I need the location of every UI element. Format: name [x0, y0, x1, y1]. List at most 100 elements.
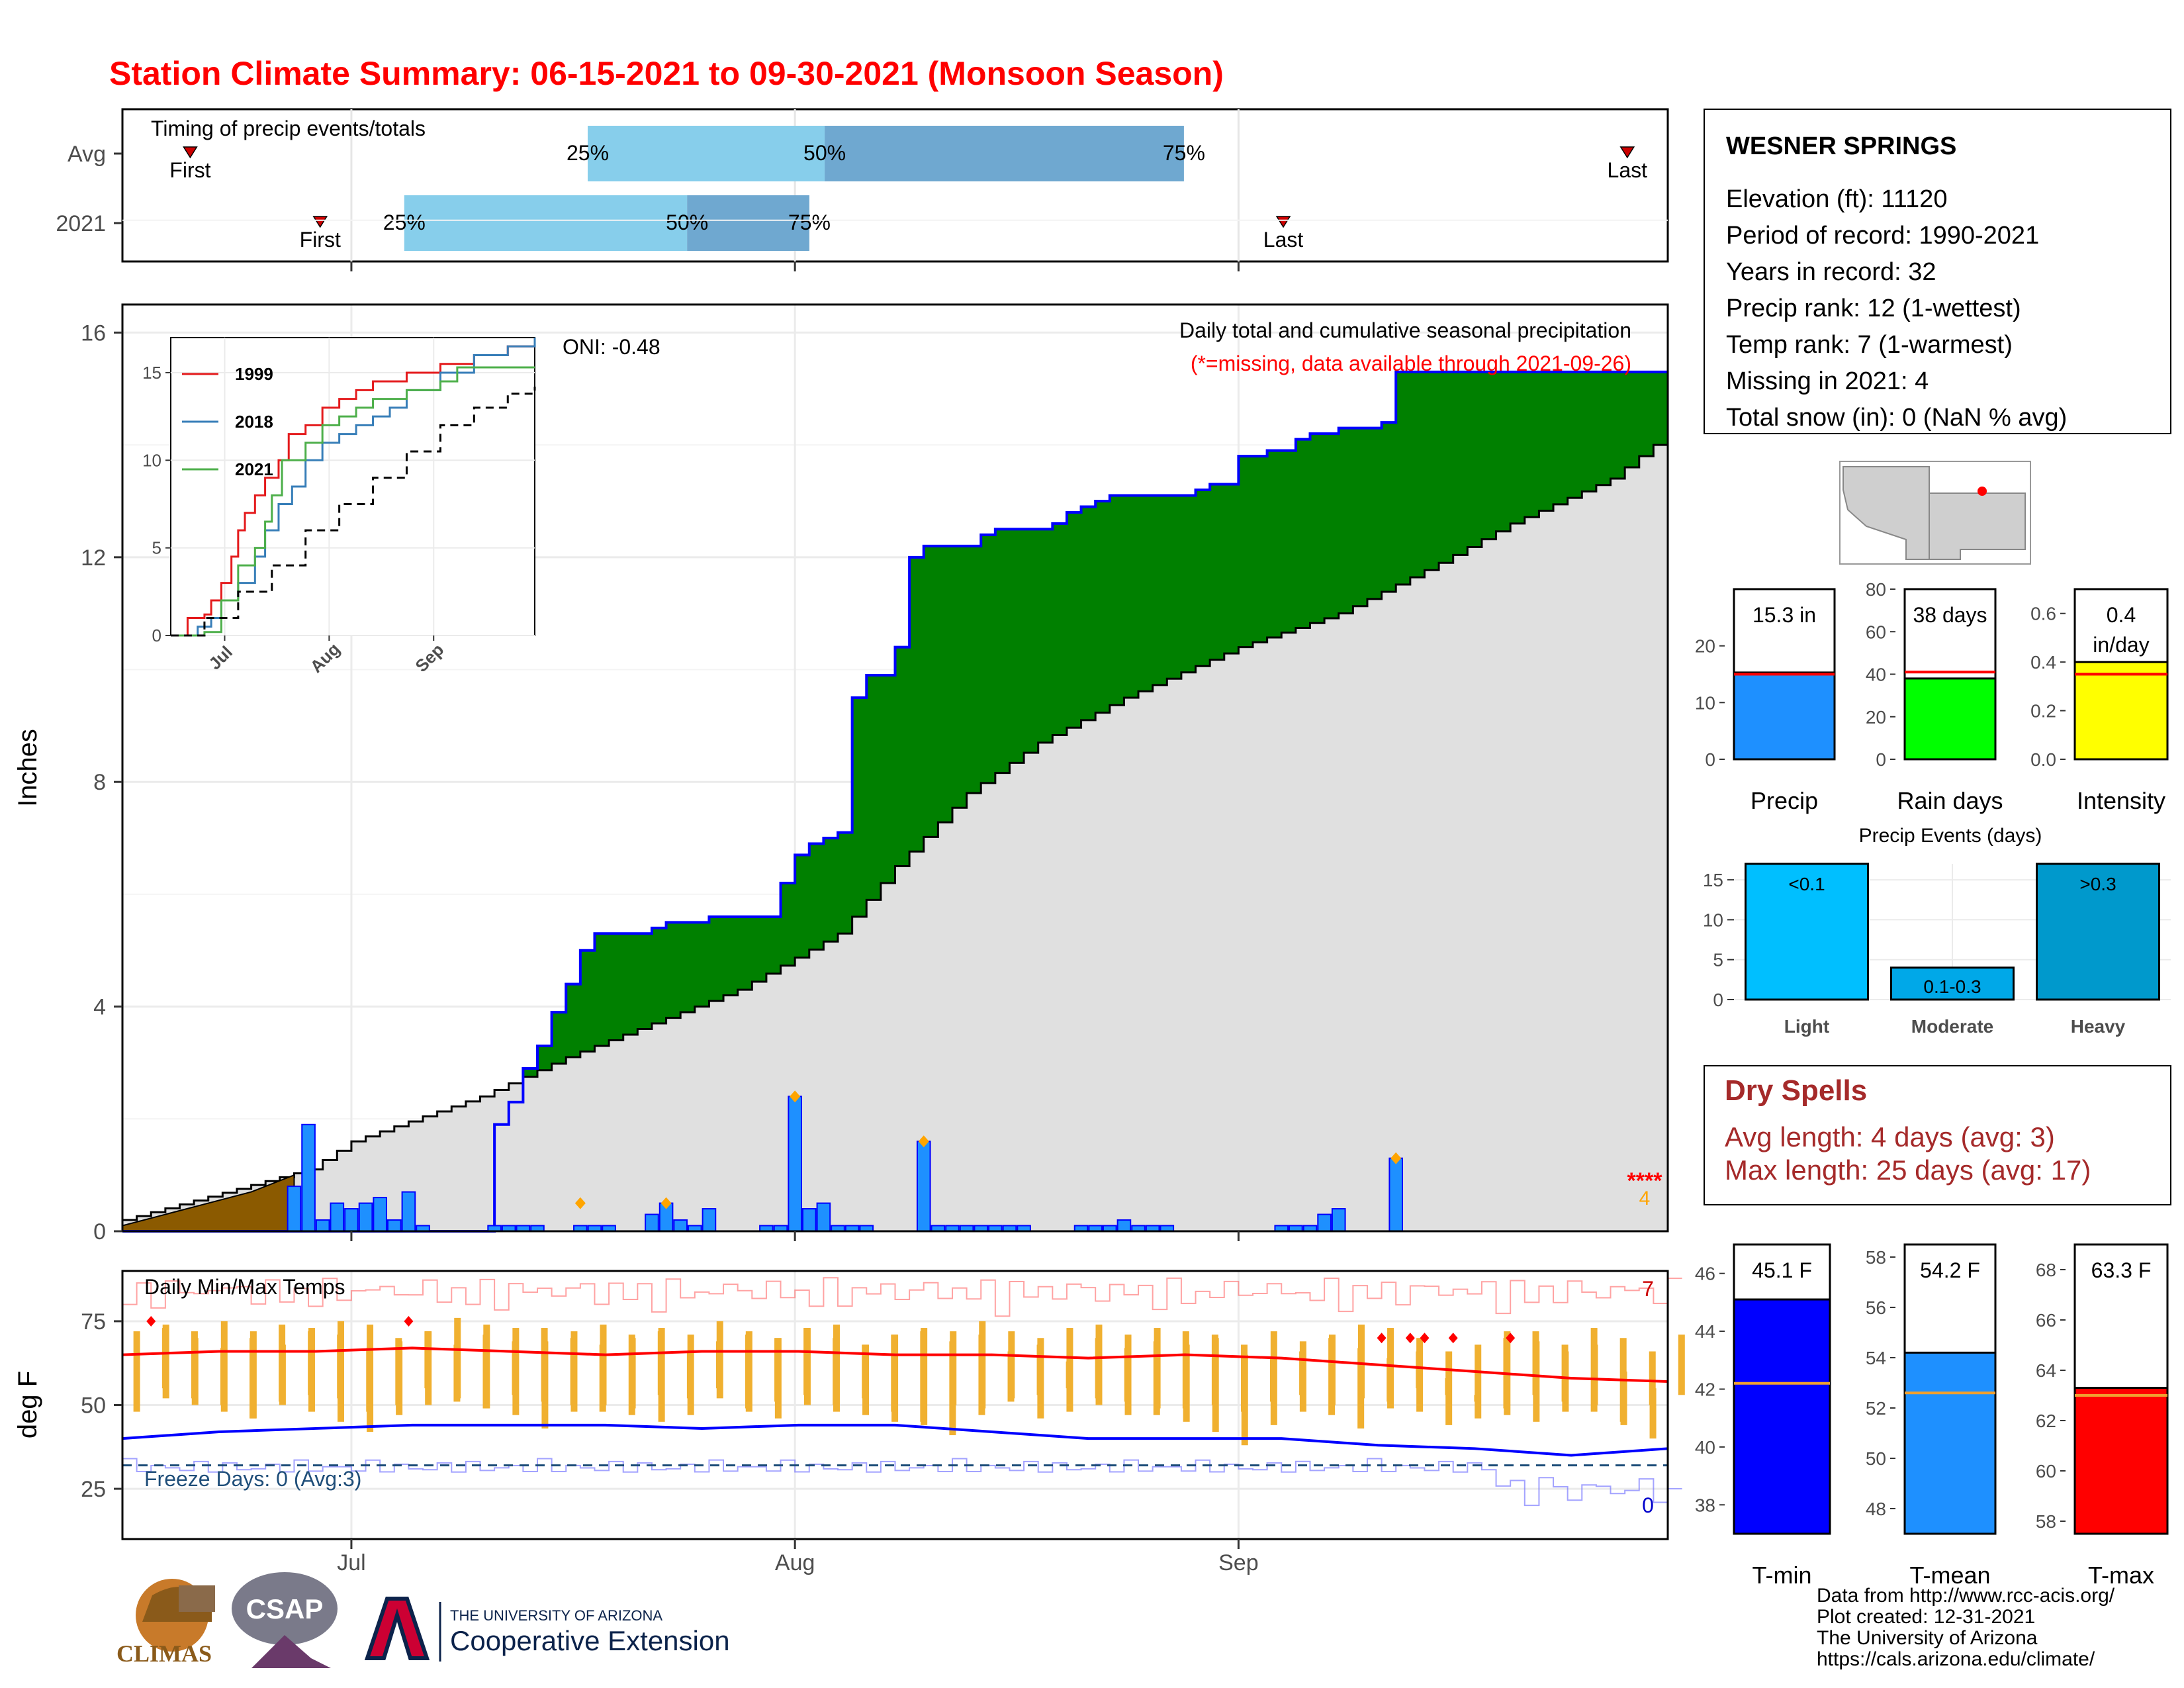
daily-temp-range-bar [279, 1325, 286, 1402]
station-info-line: Missing in 2021: 4 [1726, 367, 1929, 395]
summary-bar-ytick-label: 20 [1866, 707, 1886, 727]
summary-bar-value-unit: in/day [2093, 633, 2149, 657]
inset-line-average [171, 387, 536, 637]
footer: CLIMAS CSAP THE UNIVERSITY OF ARIZONA Co… [116, 1572, 2115, 1670]
temp-ytick-label: 25 [81, 1477, 106, 1502]
daily-temp-range-bar [1561, 1344, 1569, 1402]
temp-ytick-label: 50 [81, 1393, 106, 1419]
cumulative-2021-line [122, 370, 1668, 1233]
daily-temp-range-bar [1240, 1344, 1248, 1412]
daily-precip-bar [1317, 1213, 1332, 1232]
events-ytick-label: 10 [1703, 910, 1723, 930]
timing-panel-label: Timing of precip events/totals [151, 117, 426, 140]
summary-bar [1903, 677, 1997, 761]
csap-logo-text: CSAP [246, 1593, 324, 1624]
daily-temp-range-bar [191, 1331, 198, 1399]
precip-ytick-label: 12 [81, 545, 106, 571]
daily-precip-bar [373, 1197, 387, 1233]
daily-temp-range-bar [686, 1351, 694, 1399]
record-high-envelope [122, 1277, 1682, 1317]
month-label: Sep [1218, 1550, 1259, 1575]
precip-chart-title: Daily total and cumulative seasonal prec… [1179, 318, 1631, 342]
daily-temp-range-bar [395, 1338, 402, 1405]
daily-temp-range-bar [745, 1335, 752, 1409]
daily-precip-bar [788, 1096, 802, 1233]
daily-temp-range-bar [337, 1335, 344, 1399]
summary-bar-category: T-mean [1909, 1562, 1990, 1589]
timing-bar-50-75 [687, 195, 809, 251]
inset-ytick-label: 15 [142, 363, 161, 383]
summary-bar-category: T-min [1752, 1562, 1812, 1589]
events-ytick-label: 15 [1703, 870, 1723, 890]
station-info-box: WESNER SPRINGS Elevation (ft): 11120 Peri… [1704, 109, 2171, 434]
summary-bar-ytick-label: 80 [1866, 579, 1886, 600]
daily-temp-range-bar [1211, 1335, 1218, 1405]
daily-temp-range-bar [1678, 1335, 1685, 1395]
summary-bar-ytick-label: 0.4 [2030, 652, 2056, 673]
average-min-temp-line [122, 1423, 1668, 1457]
daily-precip-bar [344, 1208, 359, 1232]
events-title: Precip Events (days) [1859, 825, 2042, 847]
missing-count: 4 [1639, 1188, 1651, 1209]
extreme-event-marker [790, 1090, 801, 1103]
daily-precip-bar [1116, 1219, 1132, 1232]
missing-marker: **** [1627, 1168, 1663, 1194]
daily-precip-bar [916, 1141, 931, 1232]
record-temp-marker [146, 1315, 156, 1327]
daily-precip-bar [1388, 1157, 1404, 1233]
daily-temp-range-bar [1475, 1344, 1482, 1419]
record-temp-marker [1420, 1333, 1430, 1344]
dry-spells-title: Dry Spells [1725, 1074, 1867, 1107]
daily-temp-range-bar [133, 1331, 140, 1412]
summary-bar-value-label: 63.3 F [2091, 1258, 2152, 1282]
daily-temp-range-bar [482, 1335, 490, 1409]
timing-marker-label: First [169, 158, 210, 182]
month-label: Aug [775, 1550, 815, 1575]
daily-temp-range-bar [570, 1338, 577, 1405]
record-temp-marker [1448, 1333, 1458, 1344]
daily-temp-range-bar [308, 1331, 315, 1395]
timing-panel: Timing of precip events/totals Avg 25% 50%… [56, 108, 1669, 271]
precip-panel: 0 4 8 12 16 Inches Daily total and cumulativ… [13, 219, 1669, 1244]
events-category-label: Heavy [2071, 1016, 2126, 1037]
tmax-chart: 58 60 62 64 66 68 63.3 F T-max [2036, 1243, 2169, 1589]
summary-bar-ytick-label: 58 [2036, 1511, 2056, 1532]
summary-bar-value-label: 45.1 F [1752, 1258, 1812, 1282]
summary-bar-value-label: 0.4 [2107, 603, 2136, 627]
dry-spells-box: Dry Spells Avg length: 4 days (avg: 3) M… [1704, 1065, 2171, 1205]
summary-bar-value-label: 15.3 in [1752, 603, 1816, 627]
record-temp-marker [1506, 1333, 1516, 1344]
location-map [1839, 461, 2031, 565]
oni-label: ONI: -0.48 [563, 335, 660, 359]
daily-precip-bar [301, 1123, 316, 1232]
summary-bar-ytick-label: 0.2 [2030, 701, 2056, 722]
daily-temp-range-bar [715, 1341, 723, 1389]
station-info-line: Total snow (in): 0 (NaN % avg) [1726, 404, 2067, 432]
summary-bar-ytick-label: 0 [1876, 749, 1886, 770]
daily-temp-range-bar [833, 1338, 840, 1405]
daily-temp-range-bar [599, 1344, 606, 1412]
summary-bar-ytick-label: 0.6 [2030, 604, 2056, 624]
extreme-event-marker [660, 1197, 672, 1209]
precip-chart-subtitle: (*=missing, data available through 2021-… [1191, 352, 1631, 375]
tmin-chart: 38 40 42 44 46 45.1 F T-min [1695, 1243, 1831, 1589]
summary-bar-value-label: 38 days [1913, 603, 1987, 627]
daily-temp-range-bar [424, 1331, 432, 1389]
cumulative-average-line [122, 434, 1669, 1221]
timing-p75-label: 75% [1163, 141, 1205, 165]
summary-bar-ytick-label: 20 [1695, 636, 1715, 657]
timing-row-label: Avg [68, 142, 106, 167]
extreme-event-marker [1390, 1152, 1402, 1164]
summary-bar-ytick-label: 0 [1705, 749, 1715, 770]
daily-temp-range-bar [862, 1344, 869, 1399]
summary-bar-ytick-label: 40 [1695, 1437, 1715, 1458]
summary-bar-ytick-label: 46 [1695, 1264, 1715, 1284]
daily-temp-range-bar [1387, 1358, 1394, 1402]
inset-ytick-label: 10 [142, 450, 161, 470]
summary-bar-ytick-label: 38 [1695, 1495, 1715, 1515]
events-bar-label: <0.1 [1788, 874, 1825, 894]
daily-temp-range-bar [1124, 1348, 1131, 1402]
summary-bar-ytick-label: 62 [2036, 1411, 2056, 1431]
daily-precip-bar [702, 1208, 717, 1232]
